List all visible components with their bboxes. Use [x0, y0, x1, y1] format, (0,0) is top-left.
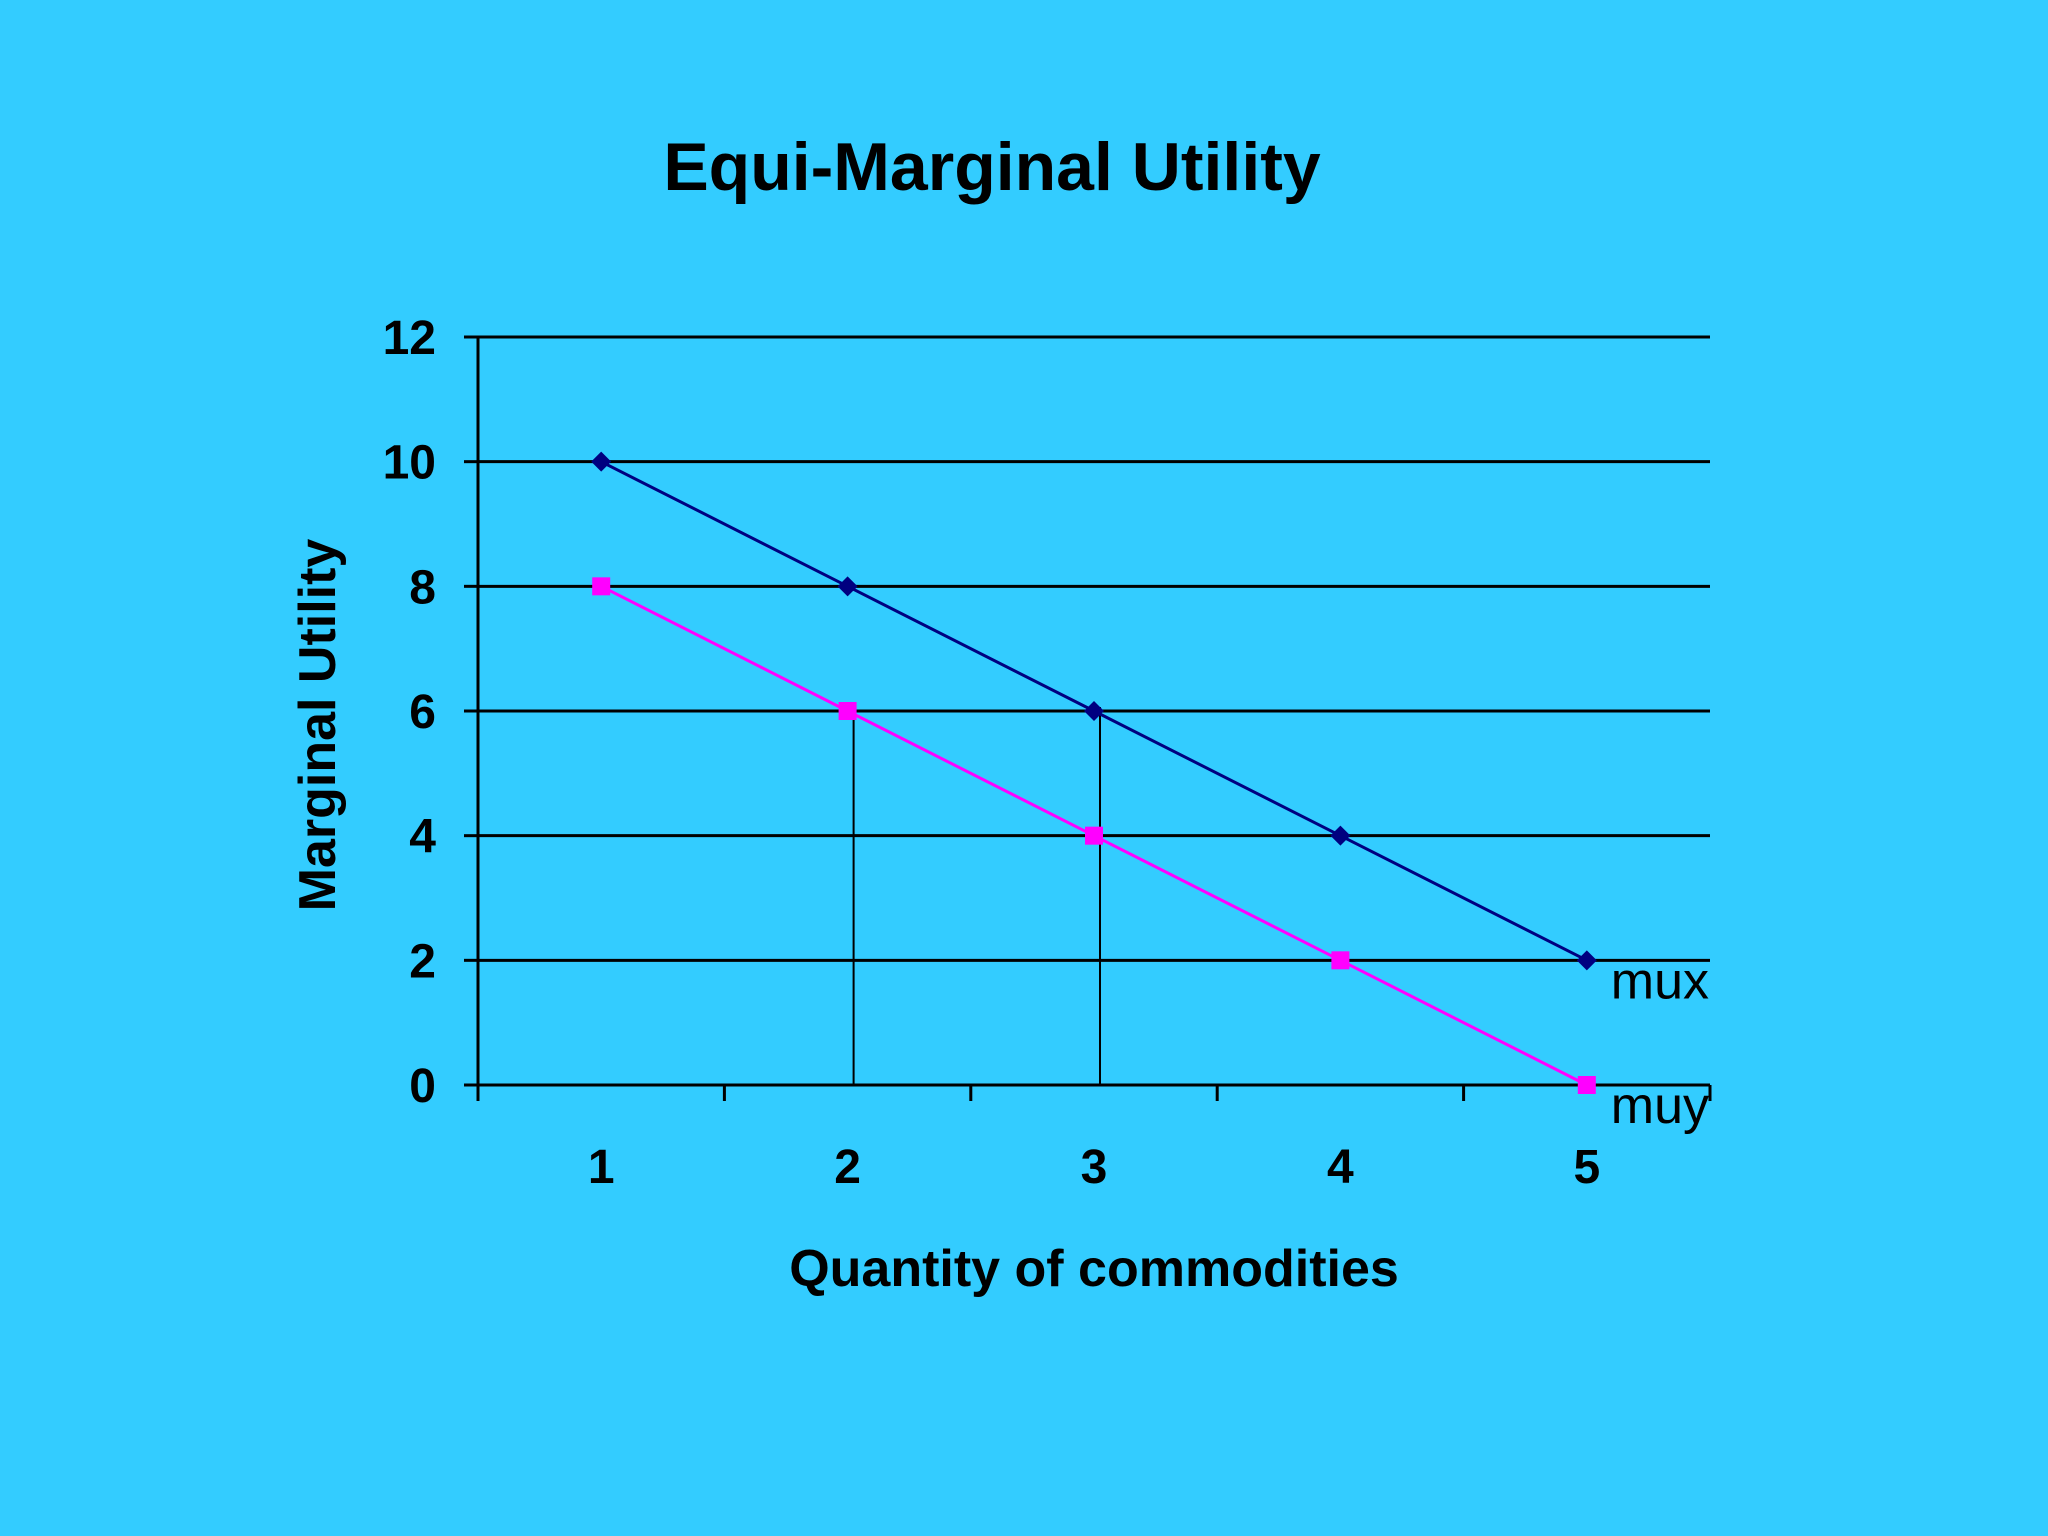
data-point-mux: [1330, 825, 1351, 846]
y-tick-label: 0: [409, 1060, 436, 1113]
data-point-mux: [1576, 950, 1597, 971]
x-tick-label: 3: [1081, 1141, 1108, 1194]
axes: [464, 335, 1712, 1101]
y-tick-label: 8: [409, 561, 436, 614]
y-tick-label: 12: [383, 312, 436, 365]
chart-title: Equi-Marginal Utility: [663, 129, 1321, 205]
x-axis-title: Quantity of commodities: [789, 1240, 1399, 1298]
data-point-muy: [1577, 1076, 1596, 1094]
series-label-mux: mux: [1611, 952, 1709, 1010]
data-point-mux: [1084, 701, 1104, 721]
gridlines: [478, 335, 1710, 962]
data-point-mux: [591, 451, 612, 472]
data-point-muy: [1085, 826, 1103, 845]
data-point-muy: [592, 577, 611, 596]
data-point-muy: [1331, 951, 1350, 970]
x-tick-label: 1: [588, 1141, 615, 1194]
y-tick-label: 6: [409, 686, 436, 739]
x-tick-label: 2: [834, 1141, 861, 1194]
annotations: [852, 707, 1101, 1085]
y-tick-label: 4: [409, 811, 436, 864]
y-tick-label: 10: [383, 437, 436, 490]
x-tick-label: 4: [1327, 1141, 1354, 1194]
data-point-mux: [837, 576, 858, 597]
y-axis-title: Marginal Utility: [289, 539, 347, 912]
data-point-muy: [838, 702, 857, 720]
x-tick-label: 5: [1573, 1141, 1600, 1194]
series-label-muy: muy: [1611, 1077, 1709, 1135]
y-tick-label: 2: [409, 935, 436, 988]
series: mux muy: [591, 451, 1709, 1135]
